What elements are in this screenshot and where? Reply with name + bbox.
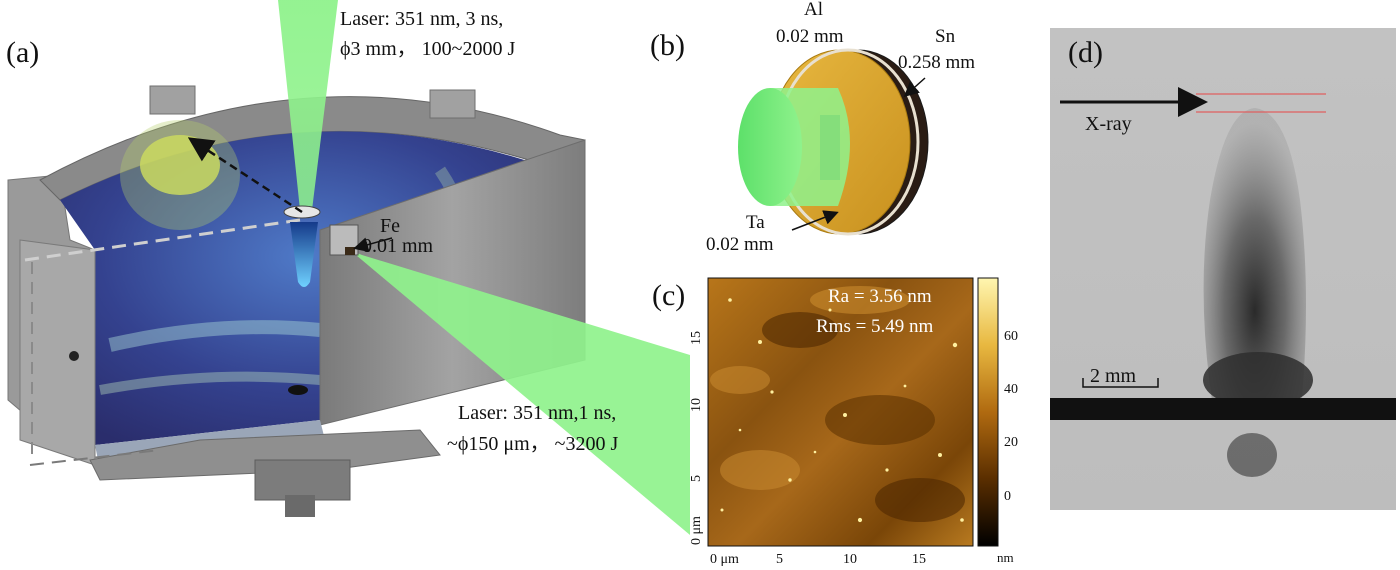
scale-bar-label: 2 mm bbox=[1090, 365, 1137, 387]
chamber-stem bbox=[254, 459, 351, 501]
plume-root bbox=[1227, 433, 1277, 477]
afm-x-tick: 0 μm bbox=[710, 552, 739, 567]
colorbar-tick: 0 bbox=[1004, 489, 1011, 504]
afm-y-tick: 0 μm bbox=[689, 516, 704, 545]
fe-target bbox=[345, 247, 355, 255]
afm-texture bbox=[710, 286, 965, 522]
cut-line-1 bbox=[24, 218, 301, 262]
colorbar-tick: 60 bbox=[1004, 329, 1018, 344]
panel-a-label: (a) bbox=[6, 36, 39, 69]
panel-d-label: (d) bbox=[1068, 36, 1103, 69]
panel-c-label: (c) bbox=[652, 279, 685, 312]
laser-top-line1: Laser: 351 nm, 3 ns, bbox=[340, 8, 503, 30]
ta-slot bbox=[820, 115, 840, 180]
detector-band-2 bbox=[99, 371, 321, 395]
chamber-base bbox=[89, 429, 441, 481]
afm-y-tick: 10 bbox=[689, 398, 704, 412]
laser-beam-top bbox=[278, 0, 338, 210]
fe-thickness-label: 0.01 mm bbox=[362, 235, 434, 257]
fe-pointer-arrow bbox=[353, 237, 393, 253]
laser-top-line2: ϕ3 mm， 100~2000 J bbox=[340, 38, 515, 60]
afm-y-axis: 0 μm 5 10 15 bbox=[689, 331, 704, 545]
ra-value: Ra = 3.56 nm bbox=[828, 286, 932, 307]
afm-x-axis: 0 μm 5 10 15 bbox=[710, 552, 926, 567]
laser-side-line2: ~ϕ150 μm， ~3200 J bbox=[447, 433, 618, 455]
rms-value: Rms = 5.49 nm bbox=[816, 316, 934, 337]
colorbar bbox=[977, 277, 999, 547]
plume-base bbox=[1203, 352, 1313, 408]
ta-pointer-arrow bbox=[791, 210, 839, 231]
sn-pointer-arrow bbox=[903, 77, 926, 98]
ta-material-label: Ta bbox=[746, 212, 765, 233]
afm-x-tick: 15 bbox=[912, 552, 926, 567]
al-material-label: Al bbox=[804, 0, 823, 20]
scale-bar bbox=[1082, 378, 1159, 388]
panel-c: (c) Ra = 3.56 nm Rms = 5.49 nm 0 μm 5 10… bbox=[652, 277, 1018, 567]
detector-surface bbox=[60, 131, 555, 445]
detector-hotspot-halo bbox=[120, 120, 240, 230]
chamber-port-left bbox=[69, 351, 79, 361]
chamber-stem-foot bbox=[285, 495, 315, 517]
ejecta-cone bbox=[290, 222, 318, 287]
floor-hole bbox=[288, 385, 308, 395]
ta-thickness-label: 0.02 mm bbox=[706, 234, 774, 255]
colorbar-tick: 40 bbox=[1004, 382, 1018, 397]
panel-b-label: (b) bbox=[650, 29, 685, 62]
laser-beam-side bbox=[350, 250, 690, 535]
panel-d: X-ray 2 mm (d) bbox=[1050, 28, 1396, 510]
panel-b: (b) Al 0.02 mm Sn 0.258 mm Ta 0.02 mm bbox=[650, 0, 975, 255]
ejecta-plume bbox=[1203, 108, 1306, 420]
colorbar-tick: 20 bbox=[1004, 435, 1018, 450]
detector-dashed-arrow bbox=[187, 137, 303, 214]
rim-boss-left bbox=[149, 85, 196, 115]
afm-x-tick: 5 bbox=[776, 552, 783, 567]
al-thickness-label: 0.02 mm bbox=[776, 26, 844, 47]
afm-particles bbox=[720, 298, 964, 523]
fe-material-label: Fe bbox=[380, 215, 400, 237]
xray-label: X-ray bbox=[1085, 113, 1132, 135]
afm-x-tick: 10 bbox=[843, 552, 857, 567]
sample-bar bbox=[1050, 398, 1396, 420]
ta-cylinder-face bbox=[738, 88, 802, 206]
sn-thickness-label: 0.258 mm bbox=[898, 52, 975, 73]
sn-material-label: Sn bbox=[935, 26, 956, 47]
afm-y-tick: 5 bbox=[689, 475, 704, 482]
rim-boss-right bbox=[429, 89, 476, 119]
afm-y-tick: 15 bbox=[689, 331, 704, 345]
panel-a: (a) Laser: 351 nm, 3 ns, ϕ3 mm， 100~2000… bbox=[6, 0, 690, 535]
laser-side-line1: Laser: 351 nm,1 ns, bbox=[458, 402, 616, 424]
colorbar-unit: nm bbox=[997, 550, 1014, 565]
detector-band-1 bbox=[108, 320, 321, 352]
